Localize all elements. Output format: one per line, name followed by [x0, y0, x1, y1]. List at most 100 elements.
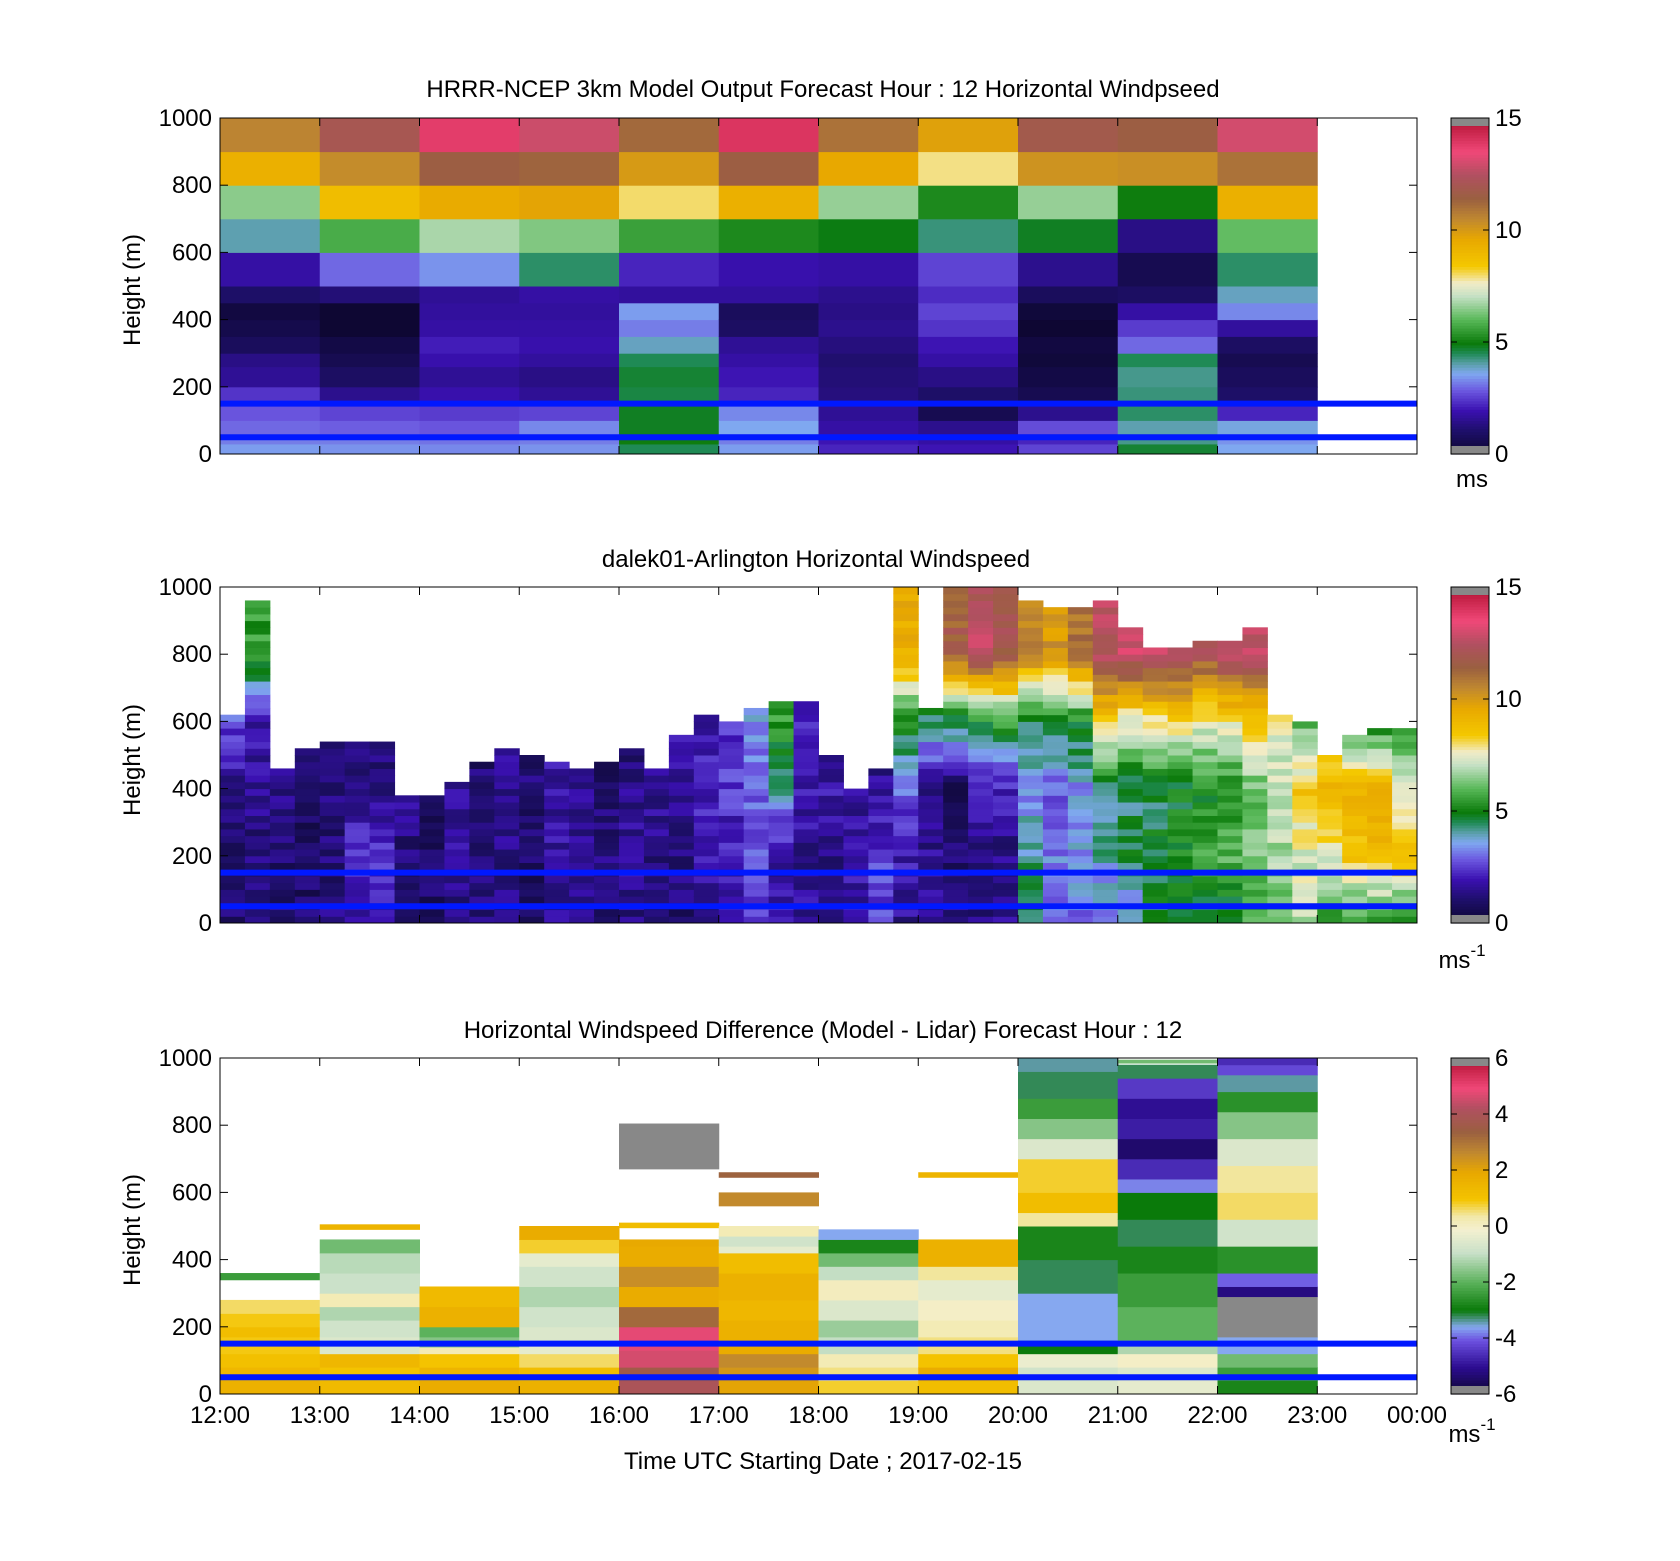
- heatmap-cell: [1142, 835, 1169, 843]
- heatmap-cell: [519, 896, 545, 904]
- heatmap-cell: [893, 896, 919, 904]
- heatmap-cell: [369, 882, 396, 890]
- heatmap-cell: [993, 654, 1019, 662]
- heatmap-cell: [569, 916, 595, 924]
- heatmap-cell: [220, 842, 246, 850]
- heatmap-cell: [918, 1380, 1019, 1395]
- heatmap-cell: [668, 889, 695, 897]
- heatmap-cell: [1042, 741, 1069, 749]
- heatmap-cell: [1092, 828, 1119, 837]
- heatmap-cell: [693, 795, 720, 803]
- heatmap-cell: [1292, 835, 1318, 843]
- heatmap-cell: [244, 667, 271, 675]
- heatmap-cell: [220, 889, 246, 897]
- heatmap-cell: [594, 828, 620, 837]
- heatmap-cell: [419, 882, 445, 890]
- heatmap-cell: [943, 815, 969, 823]
- colorbar-swatch: [1451, 715, 1489, 720]
- heatmap-cell: [793, 875, 819, 884]
- heatmap-cell: [668, 882, 695, 890]
- heatmap-cell: [1117, 755, 1144, 763]
- heatmap-cell: [1217, 286, 1318, 304]
- heatmap-cell: [1392, 862, 1418, 870]
- heatmap-cell: [269, 802, 296, 810]
- y-tick-label: 800: [172, 172, 212, 199]
- heatmap-cell: [968, 788, 994, 796]
- heatmap-cell: [1242, 781, 1268, 790]
- heatmap-cell: [469, 855, 495, 864]
- heatmap-cell: [1067, 687, 1094, 696]
- heatmap-cell: [918, 768, 944, 776]
- heatmap-cell: [244, 916, 271, 924]
- heatmap-cell: [619, 909, 645, 917]
- heatmap-cell: [843, 896, 869, 904]
- heatmap-cell: [444, 849, 470, 857]
- heatmap-cell: [619, 815, 645, 823]
- heatmap-cell: [1217, 802, 1243, 810]
- heatmap-cell: [718, 909, 745, 917]
- colorbar-swatch: [1451, 797, 1489, 801]
- heatmap-cell: [943, 808, 969, 816]
- heatmap-cell: [1092, 620, 1119, 628]
- colorbar-swatch: [1451, 283, 1489, 287]
- colorbar-swatch: [1451, 325, 1489, 329]
- heatmap-cell: [668, 808, 695, 816]
- heatmap-cell: [569, 849, 595, 857]
- heatmap-cells: [220, 587, 1418, 924]
- heatmap-cell: [1342, 855, 1368, 864]
- heatmap-cell: [818, 1353, 919, 1368]
- heatmap-cell: [1167, 647, 1194, 655]
- heatmap-cell: [319, 855, 346, 864]
- colorbar-swatch: [1451, 785, 1489, 790]
- colorbar-swatch: [1451, 1206, 1489, 1210]
- heatmap-cell: [968, 607, 994, 615]
- heatmap-cell: [1142, 714, 1169, 722]
- heatmap-cell: [718, 755, 745, 763]
- heatmap-cell: [918, 707, 944, 716]
- heatmap-cell: [793, 802, 819, 810]
- colorbar-swatch: [1451, 336, 1489, 340]
- colorbar-swatch: [1451, 1066, 1489, 1070]
- heatmap-cell: [220, 802, 246, 810]
- heatmap-cell: [968, 640, 994, 648]
- heatmap-cell: [1217, 1074, 1318, 1093]
- heatmap-cell: [244, 835, 271, 843]
- heatmap-cell: [494, 842, 520, 850]
- heatmap-cell: [1042, 640, 1069, 648]
- heatmap-cell: [1067, 674, 1094, 682]
- heatmap-cell: [1192, 667, 1218, 675]
- heatmap-cell: [968, 681, 994, 689]
- colorbar-swatch: [1451, 1161, 1489, 1165]
- heatmap-cell: [1142, 734, 1169, 743]
- heatmap-cell: [619, 755, 645, 763]
- heatmap-cell: [893, 855, 919, 864]
- heatmap-cell: [868, 875, 894, 884]
- heatmap-cell: [419, 403, 520, 421]
- colorbar-swatch: [1451, 437, 1489, 441]
- colorbar-swatch: [1451, 830, 1489, 834]
- colorbar-swatch: [1451, 774, 1489, 778]
- heatmap-cell: [818, 1279, 919, 1301]
- heatmap-cell: [918, 443, 1019, 455]
- colorbar-swatch: [1451, 693, 1489, 697]
- colorbar-swatch: [1451, 1102, 1489, 1107]
- heatmap-cell: [893, 728, 919, 736]
- heatmap-cell: [818, 815, 844, 823]
- heatmap-cell: [968, 634, 994, 642]
- heatmap-cell: [1117, 1192, 1218, 1220]
- colorbar-swatch: [1451, 252, 1489, 256]
- heatmap-cell: [619, 1266, 720, 1287]
- colorbar-swatch: [1451, 403, 1489, 407]
- heatmap-cell: [843, 842, 869, 850]
- heatmap-cell: [619, 1246, 720, 1267]
- heatmap-cell: [1067, 620, 1094, 628]
- heatmap-cell: [519, 286, 620, 304]
- heatmap-cell: [818, 1380, 919, 1395]
- colorbar-swatch: [1451, 367, 1489, 371]
- heatmap-cell: [619, 808, 645, 816]
- heatmap-cell: [1242, 768, 1268, 776]
- heatmap-cell: [469, 781, 495, 790]
- heatmap-cell: [1217, 386, 1318, 405]
- heatmap-cell: [1167, 909, 1194, 917]
- heatmap-cell: [469, 875, 495, 884]
